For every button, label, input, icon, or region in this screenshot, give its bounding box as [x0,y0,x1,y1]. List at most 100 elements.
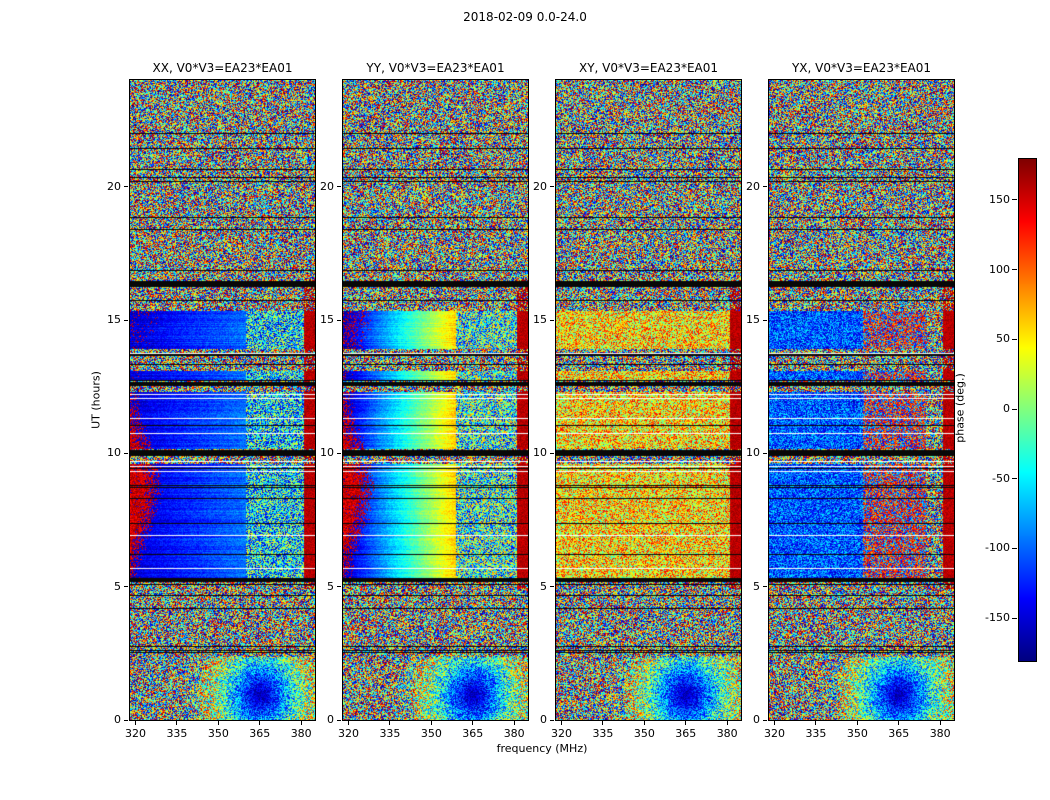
colorbar-tick-label: -100 [985,541,1010,555]
y-tick [124,186,128,188]
x-tick [815,721,817,725]
y-tick [124,719,128,721]
x-tick-label: 320 [764,727,786,740]
x-tick [300,721,302,725]
x-tick-label: 365 [249,727,271,740]
y-tick [124,319,128,321]
y-tick [550,186,554,188]
colorbar-tick [1012,617,1017,619]
x-tick-label: 380 [290,727,312,740]
colorbar-tick-label: -50 [992,471,1010,485]
x-tick [135,721,137,725]
y-tick-label: 5 [327,579,334,593]
y-tick-label: 10 [533,446,547,460]
colorbar-tick-label: 150 [989,192,1010,206]
x-tick [430,721,432,725]
y-tick-label: 5 [540,579,547,593]
colorbar-tick [1012,547,1017,549]
x-tick [685,721,687,725]
x-tick-label: 350 [420,727,442,740]
colorbar-tick-label: 100 [989,262,1010,276]
y-tick-label: 20 [320,179,334,193]
x-tick [259,721,261,725]
panel-xy: XY, V0*V3=EA23*EA01 [555,61,742,721]
y-tick [337,452,341,454]
x-tick-label: 320 [551,727,573,740]
x-tick-label: 350 [846,727,868,740]
y-tick-label: 0 [327,713,334,726]
y-tick [763,319,767,321]
x-tick-label: 350 [207,727,229,740]
panel-title-yx: YX, V0*V3=EA23*EA01 [791,61,932,75]
y-tick-label: 0 [540,713,547,726]
y-tick [337,586,341,588]
y-tick [550,586,554,588]
y-tick [550,319,554,321]
y-axis-label: UT (hours) [89,371,103,429]
x-tick [513,721,515,725]
panel-xx: XX, V0*V3=EA23*EA01 [129,61,316,721]
x-tick-label: 365 [675,727,697,740]
x-tick [176,721,178,725]
panel-title-xy: XY, V0*V3=EA23*EA01 [578,61,719,75]
x-tick-label: 365 [888,727,910,740]
colorbar-gradient [1018,158,1037,662]
heatmap-canvas-yx [769,80,954,720]
y-tick-label: 0 [114,713,121,726]
x-tick-label: 350 [633,727,655,740]
x-axis-label: frequency (MHz) [496,742,588,755]
x-tick-label: 380 [716,727,738,740]
x-tick [561,721,563,725]
y-tick [550,452,554,454]
y-tick [337,319,341,321]
colorbar-tick [1012,199,1017,201]
x-tick-label: 380 [929,727,951,740]
y-tick-label: 10 [746,446,760,460]
y-tick-label: 15 [533,313,547,326]
panel-yx: YX, V0*V3=EA23*EA01 [768,61,955,721]
x-tick-label: 335 [805,727,827,740]
x-tick [602,721,604,725]
x-tick [643,721,645,725]
x-tick [217,721,219,725]
x-tick-label: 335 [166,727,188,740]
x-tick [348,721,350,725]
y-tick-label: 20 [533,179,547,193]
panel-title-xx: XX, V0*V3=EA23*EA01 [152,61,293,75]
x-tick [389,721,391,725]
heatmap-canvas-yy [343,80,528,720]
panel-yy: YY, V0*V3=EA23*EA01 [342,61,529,721]
heatmap-canvas-xx [130,80,315,720]
y-tick [763,586,767,588]
y-tick-label: 5 [114,579,121,593]
y-tick [337,186,341,188]
x-tick-label: 320 [125,727,147,740]
heatmap-canvas-xy [556,80,741,720]
y-tick-label: 10 [320,446,334,460]
figure-title: 2018-02-09 0.0-24.0 [463,10,587,24]
y-tick [763,719,767,721]
x-tick-label: 335 [592,727,614,740]
panel-title-yy: YY, V0*V3=EA23*EA01 [366,61,505,75]
y-tick [763,452,767,454]
y-tick-label: 15 [320,313,334,326]
x-tick [898,721,900,725]
colorbar-tick [1012,478,1017,480]
colorbar-label: phase (deg.) [953,373,967,443]
y-tick-label: 20 [746,179,760,193]
colorbar-tick-label: -150 [985,611,1010,625]
x-tick-label: 335 [379,727,401,740]
colorbar-tick-label: 50 [996,332,1010,346]
y-tick-label: 5 [753,579,760,593]
x-tick-label: 320 [338,727,360,740]
y-tick [124,586,128,588]
y-tick [337,719,341,721]
x-tick [472,721,474,725]
x-tick [726,721,728,725]
colorbar-tick [1012,338,1017,340]
colorbar-tick [1012,408,1017,410]
y-tick-label: 15 [107,313,121,326]
y-tick [124,452,128,454]
y-tick [763,186,767,188]
